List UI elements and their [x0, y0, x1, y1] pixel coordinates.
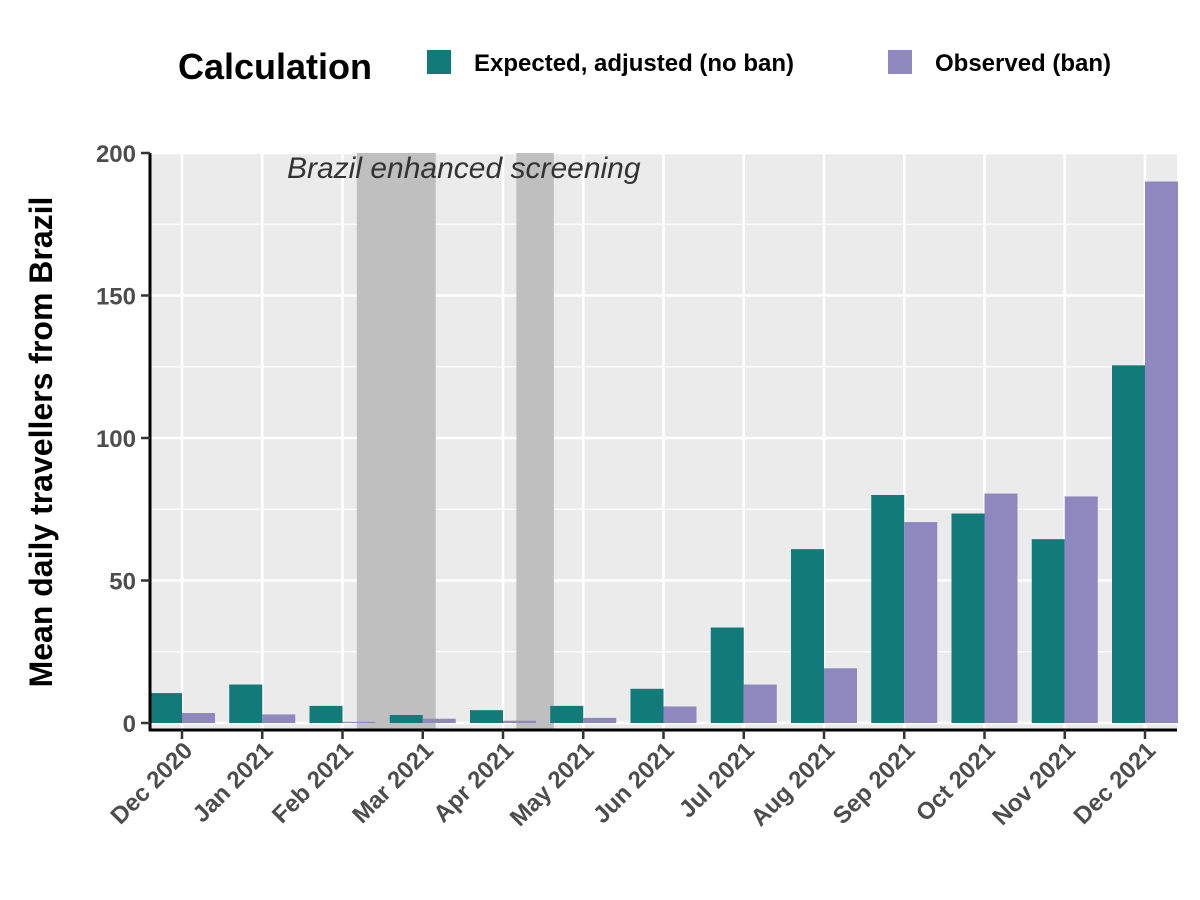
bar-observed [824, 668, 857, 723]
shaded-period [356, 153, 436, 730]
y-tick-label: 200 [96, 141, 136, 168]
shaded-period-label: Brazil enhanced screening [287, 152, 641, 185]
x-tick-label: Mar 2021 [347, 737, 439, 829]
bar-observed [743, 684, 777, 723]
bars [149, 181, 1178, 723]
x-tick-label: Oct 2021 [911, 737, 1001, 827]
legend: Calculation Expected, adjusted (no ban) … [178, 46, 1111, 87]
bar-expected [550, 705, 584, 723]
bar-observed [663, 706, 697, 723]
legend-label-expected: Expected, adjusted (no ban) [474, 50, 794, 77]
bar-observed [1145, 181, 1178, 723]
y-axis-title: Mean daily travellers from Brazil [23, 197, 59, 688]
bar-expected [710, 627, 744, 723]
shaded-periods [356, 153, 554, 730]
bar-observed [904, 522, 938, 723]
x-tick-label: May 2021 [505, 737, 600, 832]
bar-expected [1112, 365, 1145, 723]
y-tick-label: 50 [109, 569, 136, 596]
bar-observed [262, 714, 296, 723]
x-tick-label: Feb 2021 [267, 737, 359, 829]
y-tick-label: 100 [96, 426, 136, 453]
legend-swatch-expected [427, 50, 451, 74]
bar-observed [422, 718, 456, 723]
bar-observed [182, 713, 215, 723]
x-tick-label: Jan 2021 [188, 737, 279, 828]
legend-label-observed: Observed (ban) [935, 50, 1111, 77]
bar-observed [342, 721, 376, 723]
shaded-period [516, 153, 554, 730]
bar-expected [229, 684, 263, 723]
bar-expected [630, 688, 664, 723]
bar-expected [871, 495, 905, 723]
bar-expected [309, 705, 343, 723]
bar-observed [503, 720, 536, 723]
bar-expected [389, 715, 423, 723]
bar-expected [1031, 539, 1065, 723]
x-tick-label: Dec 2021 [1069, 737, 1162, 830]
y-tick-label: 0 [123, 711, 136, 738]
bar-observed [1064, 496, 1098, 723]
x-tick-label: Aug 2021 [746, 737, 841, 832]
bar-expected [149, 693, 182, 723]
bar-expected [951, 513, 985, 723]
bar-observed [984, 493, 1018, 723]
legend-swatch-observed [888, 50, 912, 74]
legend-title: Calculation [178, 46, 372, 87]
bar-expected [470, 710, 503, 723]
x-tick-label: Sep 2021 [828, 737, 921, 830]
bar-expected [791, 549, 824, 723]
x-tick-label: Jun 2021 [588, 737, 680, 829]
y-tick-label: 150 [96, 284, 136, 311]
x-tick-label: Dec 2020 [106, 737, 199, 830]
x-tick-label: Nov 2021 [987, 737, 1081, 831]
bar-observed [583, 717, 617, 723]
